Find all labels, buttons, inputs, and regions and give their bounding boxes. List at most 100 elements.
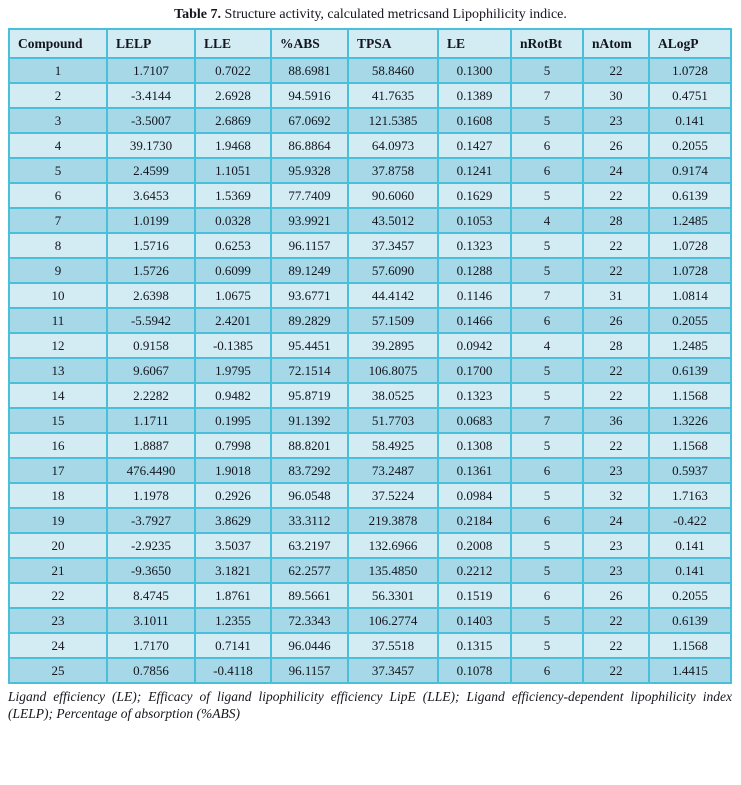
table-cell: 0.0984	[437, 482, 512, 509]
table-cell: 26	[582, 582, 650, 609]
table-cell: 13	[8, 357, 108, 384]
table-cell: 33.3112	[270, 507, 349, 534]
table-cell: 1.1568	[648, 432, 732, 459]
table-cell: 2	[8, 82, 108, 109]
table-cell: 22	[582, 657, 650, 684]
table-cell: 0.2055	[648, 132, 732, 159]
table-cell: 95.9328	[270, 157, 349, 184]
table-cell: 14	[8, 382, 108, 409]
table-row: 8 1.5716 0.6253 96.1157 37.3457 0.1323 5 22 1.07…	[8, 232, 732, 259]
table-cell: 0.7022	[194, 57, 272, 84]
table-cell: 94.5916	[270, 82, 349, 109]
table-cell: 121.5385	[347, 107, 439, 134]
table-cell: 1.9468	[194, 132, 272, 159]
table-cell: 0.2926	[194, 482, 272, 509]
table-cell: 5	[510, 257, 584, 284]
table-cell: 43.5012	[347, 207, 439, 234]
table-cell: 0.1427	[437, 132, 512, 159]
table-cell: 77.7409	[270, 182, 349, 209]
table-cell: 1.0199	[106, 207, 196, 234]
table-cell: 62.2577	[270, 557, 349, 584]
table-row: 2 -3.4144 2.6928 94.5916 41.7635 0.1389 7 30 0.4…	[8, 82, 732, 109]
table-cell: 1.5369	[194, 182, 272, 209]
table-cell: 1.1568	[648, 382, 732, 409]
table-cell: 8	[8, 232, 108, 259]
table-cell: 23	[582, 457, 650, 484]
table-cell: -0.1385	[194, 332, 272, 359]
table-cell: 23	[8, 607, 108, 634]
table-cell: 3.6453	[106, 182, 196, 209]
table-cell: 6	[510, 457, 584, 484]
table-cell: 9	[8, 257, 108, 284]
table-cell: 1.0728	[648, 57, 732, 84]
table-cell: 7	[510, 282, 584, 309]
table-cell: 22	[582, 432, 650, 459]
table-cell: 0.6253	[194, 232, 272, 259]
table-cell: 1.3226	[648, 407, 732, 434]
table-cell: 1.5716	[106, 232, 196, 259]
table-cell: 15	[8, 407, 108, 434]
table-cell: 37.3457	[347, 232, 439, 259]
table-cell: 0.9482	[194, 382, 272, 409]
table-header-row: Compound LELP LLE %ABS TPSA LE nRotBt nA…	[8, 28, 732, 59]
table-cell: 1.2485	[648, 207, 732, 234]
table-cell: 24	[582, 507, 650, 534]
column-header-abs: %ABS	[270, 28, 349, 59]
table-cell: 24	[582, 157, 650, 184]
table-cell: 88.8201	[270, 432, 349, 459]
table-caption-label: Table 7.	[174, 7, 222, 22]
table-row: 9 1.5726 0.6099 89.1249 57.6090 0.1288 5 22 1.07…	[8, 257, 732, 284]
table-cell: 0.1315	[437, 632, 512, 659]
table-cell: 89.1249	[270, 257, 349, 284]
table-cell: 0.2008	[437, 532, 512, 559]
table-cell: 0.1629	[437, 182, 512, 209]
table-cell: 0.9174	[648, 157, 732, 184]
table-cell: 7	[510, 82, 584, 109]
table-cell: 37.5224	[347, 482, 439, 509]
table-cell: 476.4490	[106, 457, 196, 484]
table-footnote: Ligand efficiency (LE); Efficacy of liga…	[8, 689, 732, 722]
table-cell: 8.4745	[106, 582, 196, 609]
table-cell: 36	[582, 407, 650, 434]
table-cell: 26	[582, 307, 650, 334]
table-cell: 95.8719	[270, 382, 349, 409]
table-row: 19 -3.7927 3.8629 33.3112 219.3878 0.2184 6 24-…	[8, 507, 732, 534]
table-cell: 5	[510, 357, 584, 384]
table-cell: 22	[582, 232, 650, 259]
table-cell: 3	[8, 107, 108, 134]
table-cell: 3.1011	[106, 607, 196, 634]
table-cell: 1.0675	[194, 282, 272, 309]
table-cell: 0.1078	[437, 657, 512, 684]
table-cell: 0.2055	[648, 582, 732, 609]
column-header-natom: nAtom	[582, 28, 650, 59]
table-cell: 96.1157	[270, 232, 349, 259]
table-cell: 22	[582, 57, 650, 84]
table-cell: 72.1514	[270, 357, 349, 384]
table-cell: 96.1157	[270, 657, 349, 684]
table-cell: 28	[582, 332, 650, 359]
table-cell: 0.1288	[437, 257, 512, 284]
table-cell: 16	[8, 432, 108, 459]
table-cell: 0.0942	[437, 332, 512, 359]
table-cell: 17	[8, 457, 108, 484]
table-cell: 0.0328	[194, 207, 272, 234]
table-caption: Table 7. Structure activity, calculated …	[0, 0, 741, 23]
table-cell: 57.1509	[347, 307, 439, 334]
table-cell: 0.1389	[437, 82, 512, 109]
table-cell: 6	[510, 582, 584, 609]
table-cell: 1.7170	[106, 632, 196, 659]
table-cell: 1.2355	[194, 607, 272, 634]
table-cell: 26	[582, 132, 650, 159]
table-cell: 64.0973	[347, 132, 439, 159]
table-cell: 93.6771	[270, 282, 349, 309]
table-cell: 58.8460	[347, 57, 439, 84]
table-cell: 0.1361	[437, 457, 512, 484]
table-cell: 9.6067	[106, 357, 196, 384]
table-cell: 5	[510, 557, 584, 584]
table-cell: 23	[582, 532, 650, 559]
table-cell: 10	[8, 282, 108, 309]
table-cell: 58.4925	[347, 432, 439, 459]
table-cell: 0.1146	[437, 282, 512, 309]
table-row: 10 2.6398 1.0675 93.6771 44.4142 0.1146 7 31 1.0…	[8, 282, 732, 309]
table-cell: 3.5037	[194, 532, 272, 559]
